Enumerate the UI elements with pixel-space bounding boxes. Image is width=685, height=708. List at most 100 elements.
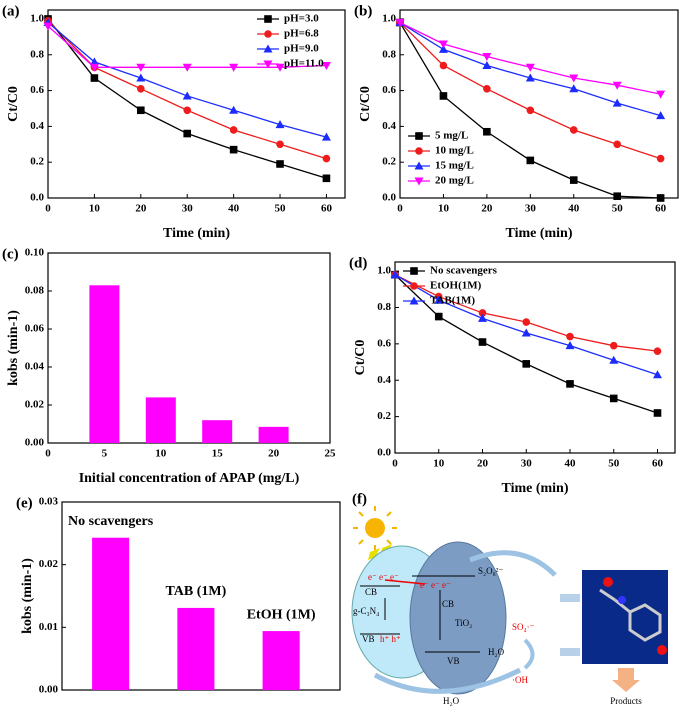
marker <box>275 63 285 72</box>
marker <box>569 84 579 93</box>
marker <box>182 63 192 72</box>
legend-marker <box>415 147 423 155</box>
marker <box>439 61 448 70</box>
label: CB <box>365 587 377 597</box>
bar <box>177 607 215 690</box>
marker <box>229 126 238 134</box>
marker <box>276 140 284 149</box>
label: H₂O <box>443 696 460 706</box>
legend-label: EtOH(1M) <box>430 280 482 292</box>
x-axis-label: Time (min) <box>505 226 572 241</box>
sun <box>365 518 385 538</box>
marker <box>609 394 618 403</box>
marker <box>137 106 145 115</box>
legend-marker <box>414 161 424 170</box>
marker <box>653 370 662 379</box>
panel-label: (e) <box>16 495 33 511</box>
marker <box>395 19 405 28</box>
marker <box>321 132 331 141</box>
label: g-C₃N₄ <box>353 606 379 616</box>
atom <box>618 596 626 604</box>
y-tick-label: 0.6 <box>382 84 396 96</box>
y-tick-label: 0.8 <box>377 301 391 313</box>
label: Products <box>610 696 642 706</box>
y-tick-label: 0.02 <box>25 399 45 411</box>
y-tick-label: 0.0 <box>382 192 396 204</box>
marker <box>609 355 619 364</box>
plot-frame <box>399 9 679 199</box>
marker <box>483 84 491 93</box>
y-tick-label: 0.08 <box>25 285 45 297</box>
marker <box>478 309 487 317</box>
marker <box>229 105 239 114</box>
marker <box>321 62 331 71</box>
marker <box>569 176 578 184</box>
y-tick-label: 0.8 <box>382 48 396 60</box>
bar <box>145 397 176 443</box>
marker <box>612 81 622 90</box>
y-tick-label: 0.10 <box>25 247 45 259</box>
label: VB <box>447 656 460 666</box>
marker <box>613 192 621 201</box>
legend-label: 5 mg/L <box>435 130 468 142</box>
marker <box>653 347 662 355</box>
marker <box>482 53 492 62</box>
atom <box>657 645 667 655</box>
legend-label: 15 mg/L <box>435 160 474 172</box>
y-tick-label: 0.6 <box>377 337 391 349</box>
marker <box>43 22 53 31</box>
label: CB <box>442 599 454 609</box>
plot-frame <box>47 252 331 444</box>
x-tick-label: 10 <box>433 458 445 470</box>
y-tick-label: 0.8 <box>30 48 44 60</box>
legend-label: TAB(1M) <box>430 295 475 307</box>
marker <box>183 129 192 138</box>
marker <box>522 318 531 326</box>
x-tick-label: 15 <box>212 448 224 460</box>
marker <box>322 154 331 163</box>
marker <box>482 61 492 70</box>
bar <box>258 426 289 443</box>
marker <box>276 160 284 168</box>
bar-label: EtOH (1M) <box>247 607 316 622</box>
x-tick-label: 0 <box>45 448 51 460</box>
marker <box>613 140 621 149</box>
y-tick-label: 0.4 <box>377 374 391 386</box>
marker <box>275 120 285 129</box>
x-tick-label: 0 <box>392 458 398 470</box>
panel-label: (f) <box>352 491 367 507</box>
bar <box>262 631 300 690</box>
x-tick-label: 60 <box>652 458 664 470</box>
marker <box>653 409 662 417</box>
x-tick-label: 10 <box>155 448 167 460</box>
legend-marker <box>414 177 424 186</box>
y-tick-label: 0.03 <box>39 496 59 508</box>
panel-label: (d) <box>349 255 367 271</box>
arrow <box>523 638 535 670</box>
x-tick-label: 50 <box>612 203 624 215</box>
x-tick-label: 0 <box>397 203 403 215</box>
x-axis-label: Time (min) <box>501 481 568 496</box>
marker <box>322 174 331 183</box>
legend-label: pH=11.0 <box>284 58 324 70</box>
marker <box>182 91 192 100</box>
x-tick-label: 40 <box>568 203 580 215</box>
marker <box>656 111 666 120</box>
label: h⁺ h⁺ <box>380 634 401 644</box>
marker <box>612 98 622 107</box>
y-tick-label: 0.0 <box>30 192 44 204</box>
x-tick-label: 10 <box>89 203 101 215</box>
x-tick-label: 40 <box>565 458 577 470</box>
legend-marker <box>409 296 419 305</box>
legend-marker <box>410 282 418 290</box>
legend-label: No scavengers <box>430 265 498 277</box>
x-tick-label: 20 <box>268 448 280 460</box>
label: e⁻ e⁻ e⁻ <box>420 580 451 590</box>
label: SO₄·⁻ <box>512 622 535 632</box>
x-tick-label: 50 <box>275 203 287 215</box>
legend-label: pH=9.0 <box>284 43 319 55</box>
diagram-f: (f) e⁻ e⁻ e⁻ e⁻ e⁻ e⁻ CB g-C₃N₄ VB h⁺ h⁺… <box>351 491 668 706</box>
panel-label: (b) <box>354 3 372 19</box>
x-tick-label: 30 <box>182 203 194 215</box>
